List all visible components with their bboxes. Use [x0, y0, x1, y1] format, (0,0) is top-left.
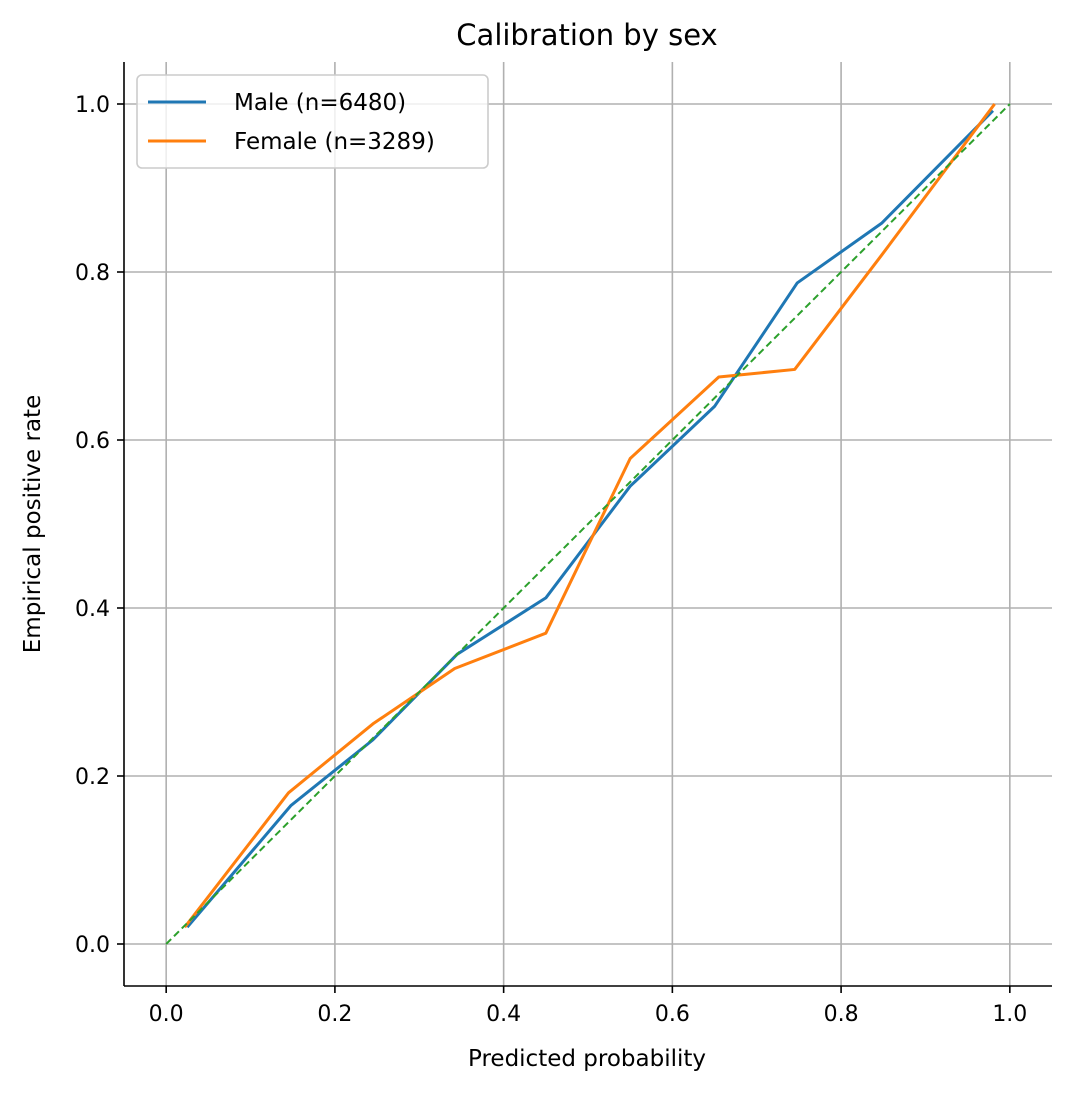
x-axis-label: Predicted probability — [468, 1046, 706, 1072]
x-tick-label: 0.6 — [655, 1002, 690, 1027]
axes — [123, 62, 1052, 987]
x-tick-label: 0.0 — [149, 1002, 184, 1027]
y-tick-label: 0.2 — [75, 765, 110, 790]
x-tick-label: 0.4 — [486, 1002, 521, 1027]
legend: Male (n=6480) Female (n=3289) — [136, 74, 489, 169]
legend-label-1: Male (n=6480) — [234, 90, 406, 116]
x-tick-label: 1.0 — [992, 1002, 1027, 1027]
y-tick-label: 0.6 — [75, 429, 110, 454]
series-line-1 — [186, 109, 995, 929]
x-tick-label: 0.8 — [824, 1002, 859, 1027]
y-ticks: 0.0 0.2 0.4 0.6 0.8 1.0 — [75, 93, 124, 958]
y-axis-label: Empirical positive rate — [20, 395, 46, 653]
reference-line — [165, 103, 1011, 945]
series-line-2 — [183, 103, 996, 929]
y-tick-label: 0.0 — [75, 933, 110, 958]
y-tick-label: 0.4 — [75, 597, 110, 622]
x-tick-label: 0.2 — [317, 1002, 352, 1027]
y-tick-label: 0.8 — [75, 261, 110, 286]
legend-box — [136, 74, 489, 169]
chart-title: Calibration by sex — [456, 18, 717, 52]
series-layer — [165, 103, 1011, 945]
legend-label-2: Female (n=3289) — [234, 129, 435, 155]
x-ticks: 0.0 0.2 0.4 0.6 0.8 1.0 — [149, 986, 1027, 1027]
y-tick-label: 1.0 — [75, 93, 110, 118]
